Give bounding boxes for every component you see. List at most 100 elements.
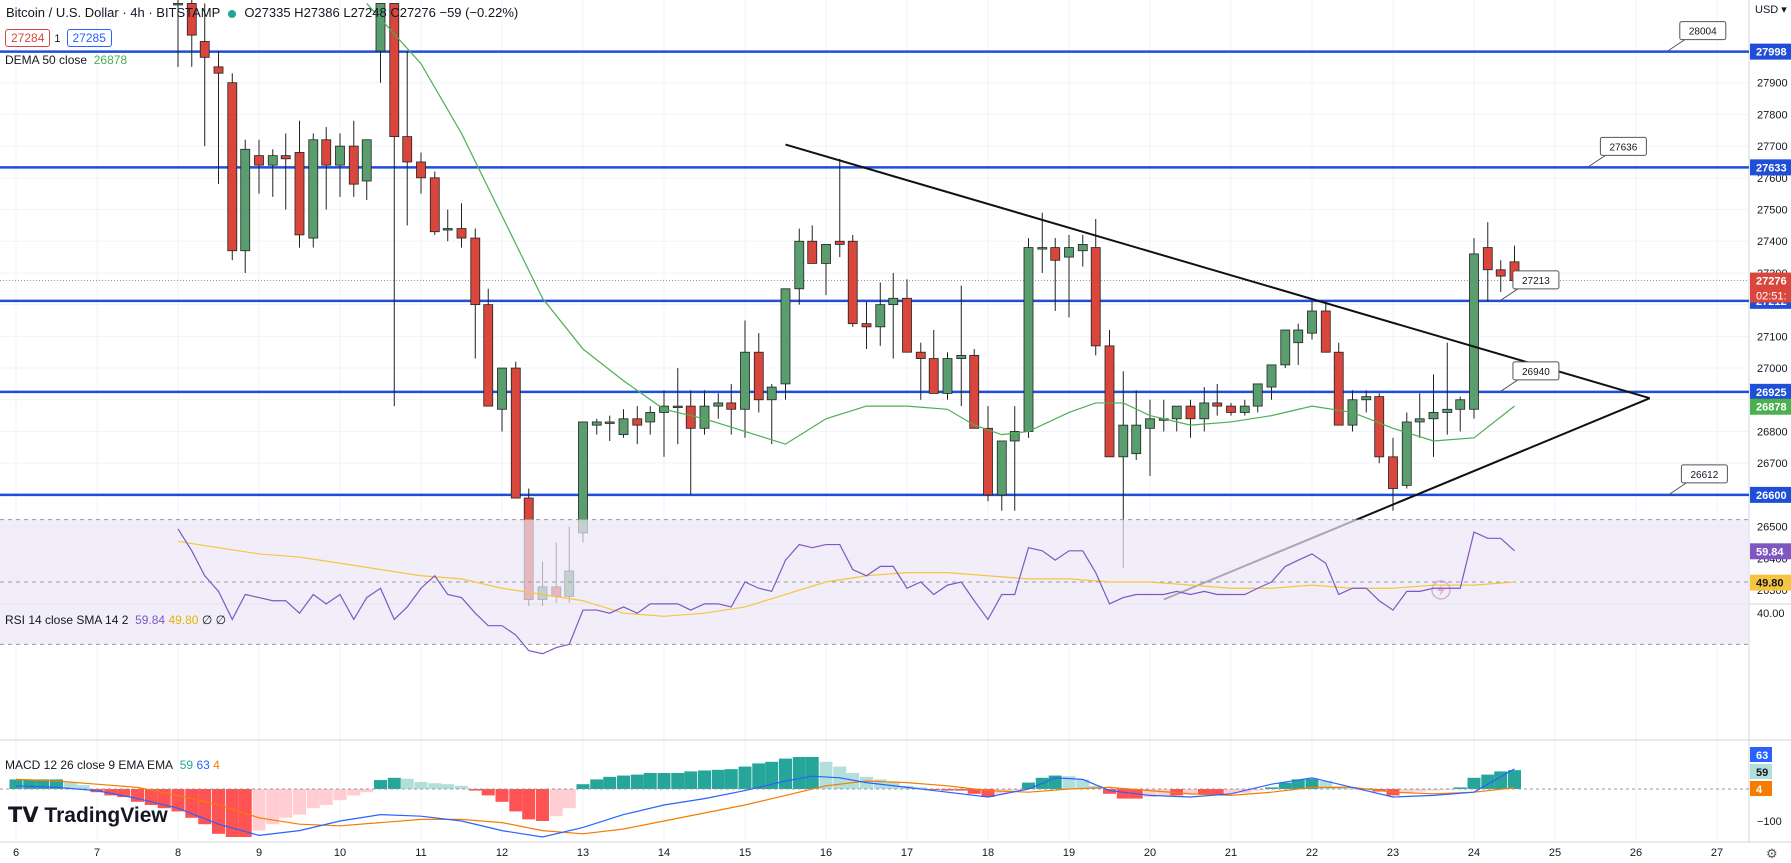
- candle-body: [699, 405, 710, 429]
- macd-hist-bar: [617, 775, 630, 789]
- macd-hist-bar: [319, 789, 333, 805]
- macd-hist-bar: [590, 779, 604, 789]
- trendline: [785, 143, 1651, 400]
- candle-body: [416, 161, 426, 179]
- time-tick-label: 13: [577, 847, 589, 859]
- candle-body: [1414, 418, 1425, 423]
- macd-hist-bar: [981, 789, 995, 797]
- time-tick-label: 10: [334, 847, 346, 859]
- price-axis[interactable]: 2630026400265002660026700268002690027000…: [1750, 43, 1791, 828]
- macd-hist-bar: [684, 771, 698, 789]
- time-tick-label: 25: [1549, 847, 1561, 859]
- sell-button[interactable]: 27284: [5, 29, 51, 47]
- price-tick-label: 27500: [1757, 205, 1788, 217]
- rsi-label-bg: [1750, 543, 1791, 560]
- macd-hist-bar: [914, 787, 928, 789]
- price-tick-label: 27400: [1757, 236, 1788, 248]
- candle-body: [821, 244, 831, 264]
- time-axis[interactable]: 6 7 8 9 10 11 12 13 14 15 16 17 18 19 20 21 22 23 24 25 26 27: [13, 847, 1723, 859]
- macd-hist-bar: [643, 773, 657, 789]
- candle-body: [1388, 456, 1398, 489]
- macd-hist-bar: [387, 777, 401, 789]
- candle-body: [740, 351, 750, 410]
- macd-hist-bar: [131, 789, 144, 802]
- candle-body: [861, 323, 872, 328]
- macd-hist-bar: [225, 789, 239, 837]
- macd-pane: [0, 757, 1749, 838]
- macd-hist-bar: [752, 763, 766, 789]
- callout-box: [1512, 270, 1560, 290]
- candle-body: [402, 136, 413, 163]
- candle-body: [1145, 418, 1155, 429]
- candle-body: [807, 240, 818, 264]
- macd-hist-bar: [481, 789, 495, 796]
- macd-hist-bar: [428, 783, 442, 789]
- candle-body: [1401, 421, 1412, 486]
- macd-hist-bar: [536, 789, 549, 821]
- macd-hist-bar: [252, 789, 266, 831]
- macd-label-bg: [1750, 764, 1772, 779]
- candle-body: [1118, 424, 1129, 458]
- indicator-legend-macd[interactable]: MACD 12 26 close 9 EMA EMA 59 63 4: [5, 758, 220, 772]
- macd-hist-bar: [1076, 779, 1090, 789]
- rsi-line: [177, 528, 1515, 655]
- price-tick-label: 27700: [1757, 141, 1788, 153]
- candle-body: [834, 240, 845, 245]
- ohlc-values: O27335 H27386 L27248 C27276 −59 (−0.22%): [244, 5, 519, 20]
- candle-body: [591, 421, 602, 426]
- time-tick-label: 20: [1144, 847, 1156, 859]
- macd-hist-bar: [198, 789, 212, 825]
- candle-body: [1442, 408, 1453, 413]
- candle-body: [1455, 399, 1466, 410]
- symbol-title[interactable]: Bitcoin / U.S. Dollar · 4h · BITSTAMP: [6, 5, 221, 20]
- macd-hist-bar: [1184, 789, 1197, 795]
- macd-hist-bar: [724, 769, 738, 789]
- rsi-value: 59.84: [135, 613, 166, 627]
- candle-body: [928, 358, 939, 394]
- macd-hist-bar: [1319, 781, 1333, 789]
- candle-body: [1077, 244, 1088, 252]
- time-tick-label: 17: [901, 847, 913, 859]
- candle-body: [361, 139, 372, 182]
- candle-body: [375, 3, 386, 52]
- candle-body: [442, 228, 453, 231]
- candle-body: [483, 304, 494, 407]
- macd-hist-bar: [846, 773, 860, 789]
- indicator-legend-dema[interactable]: DEMA 50 close 26878: [5, 53, 127, 67]
- grid: [0, 0, 1791, 843]
- candle-body: [1171, 405, 1182, 420]
- candle-body: [1307, 310, 1317, 334]
- settings-gear-icon[interactable]: ⚙: [1766, 846, 1778, 861]
- candle-body: [753, 351, 764, 401]
- rsi-label-bg: [1750, 574, 1791, 591]
- macd-hist-bar: [1494, 771, 1508, 789]
- macd-hist-bar: [266, 789, 280, 825]
- indicator-legend-rsi[interactable]: RSI 14 close SMA 14 2 59.84 49.80 ∅ ∅: [5, 613, 226, 627]
- dema-label: DEMA 50 close: [5, 53, 88, 67]
- candle-body: [254, 155, 264, 166]
- candle-body: [1239, 405, 1250, 413]
- candle-body: [240, 148, 251, 252]
- buy-button[interactable]: 27285: [66, 29, 112, 47]
- candle-body: [888, 297, 899, 306]
- macd-hist-bar: [954, 789, 968, 791]
- dema-line: [366, 3, 1515, 445]
- macd-hist-bar: [23, 779, 37, 789]
- macd-hist-bar: [1116, 789, 1130, 799]
- currency-selector[interactable]: USD ▾: [1755, 4, 1787, 16]
- candle-body: [1252, 383, 1263, 407]
- price-tick-label: 27600: [1757, 173, 1788, 185]
- macd-hist-bar: [927, 789, 941, 790]
- rsi-label: RSI 14 close SMA 14 2: [5, 613, 129, 627]
- candle-body: [1428, 412, 1439, 420]
- candle-body: [227, 82, 238, 252]
- candle-body: [456, 228, 467, 239]
- macd-hist-bar: [360, 789, 374, 793]
- candle-body: [713, 402, 724, 407]
- macd-hist-bar: [1508, 770, 1521, 789]
- macd-hist-bar: [63, 782, 77, 789]
- macd-hist-value: 59: [179, 758, 194, 772]
- rsi-pane: [0, 519, 1749, 655]
- time-tick-label: 23: [1387, 847, 1399, 859]
